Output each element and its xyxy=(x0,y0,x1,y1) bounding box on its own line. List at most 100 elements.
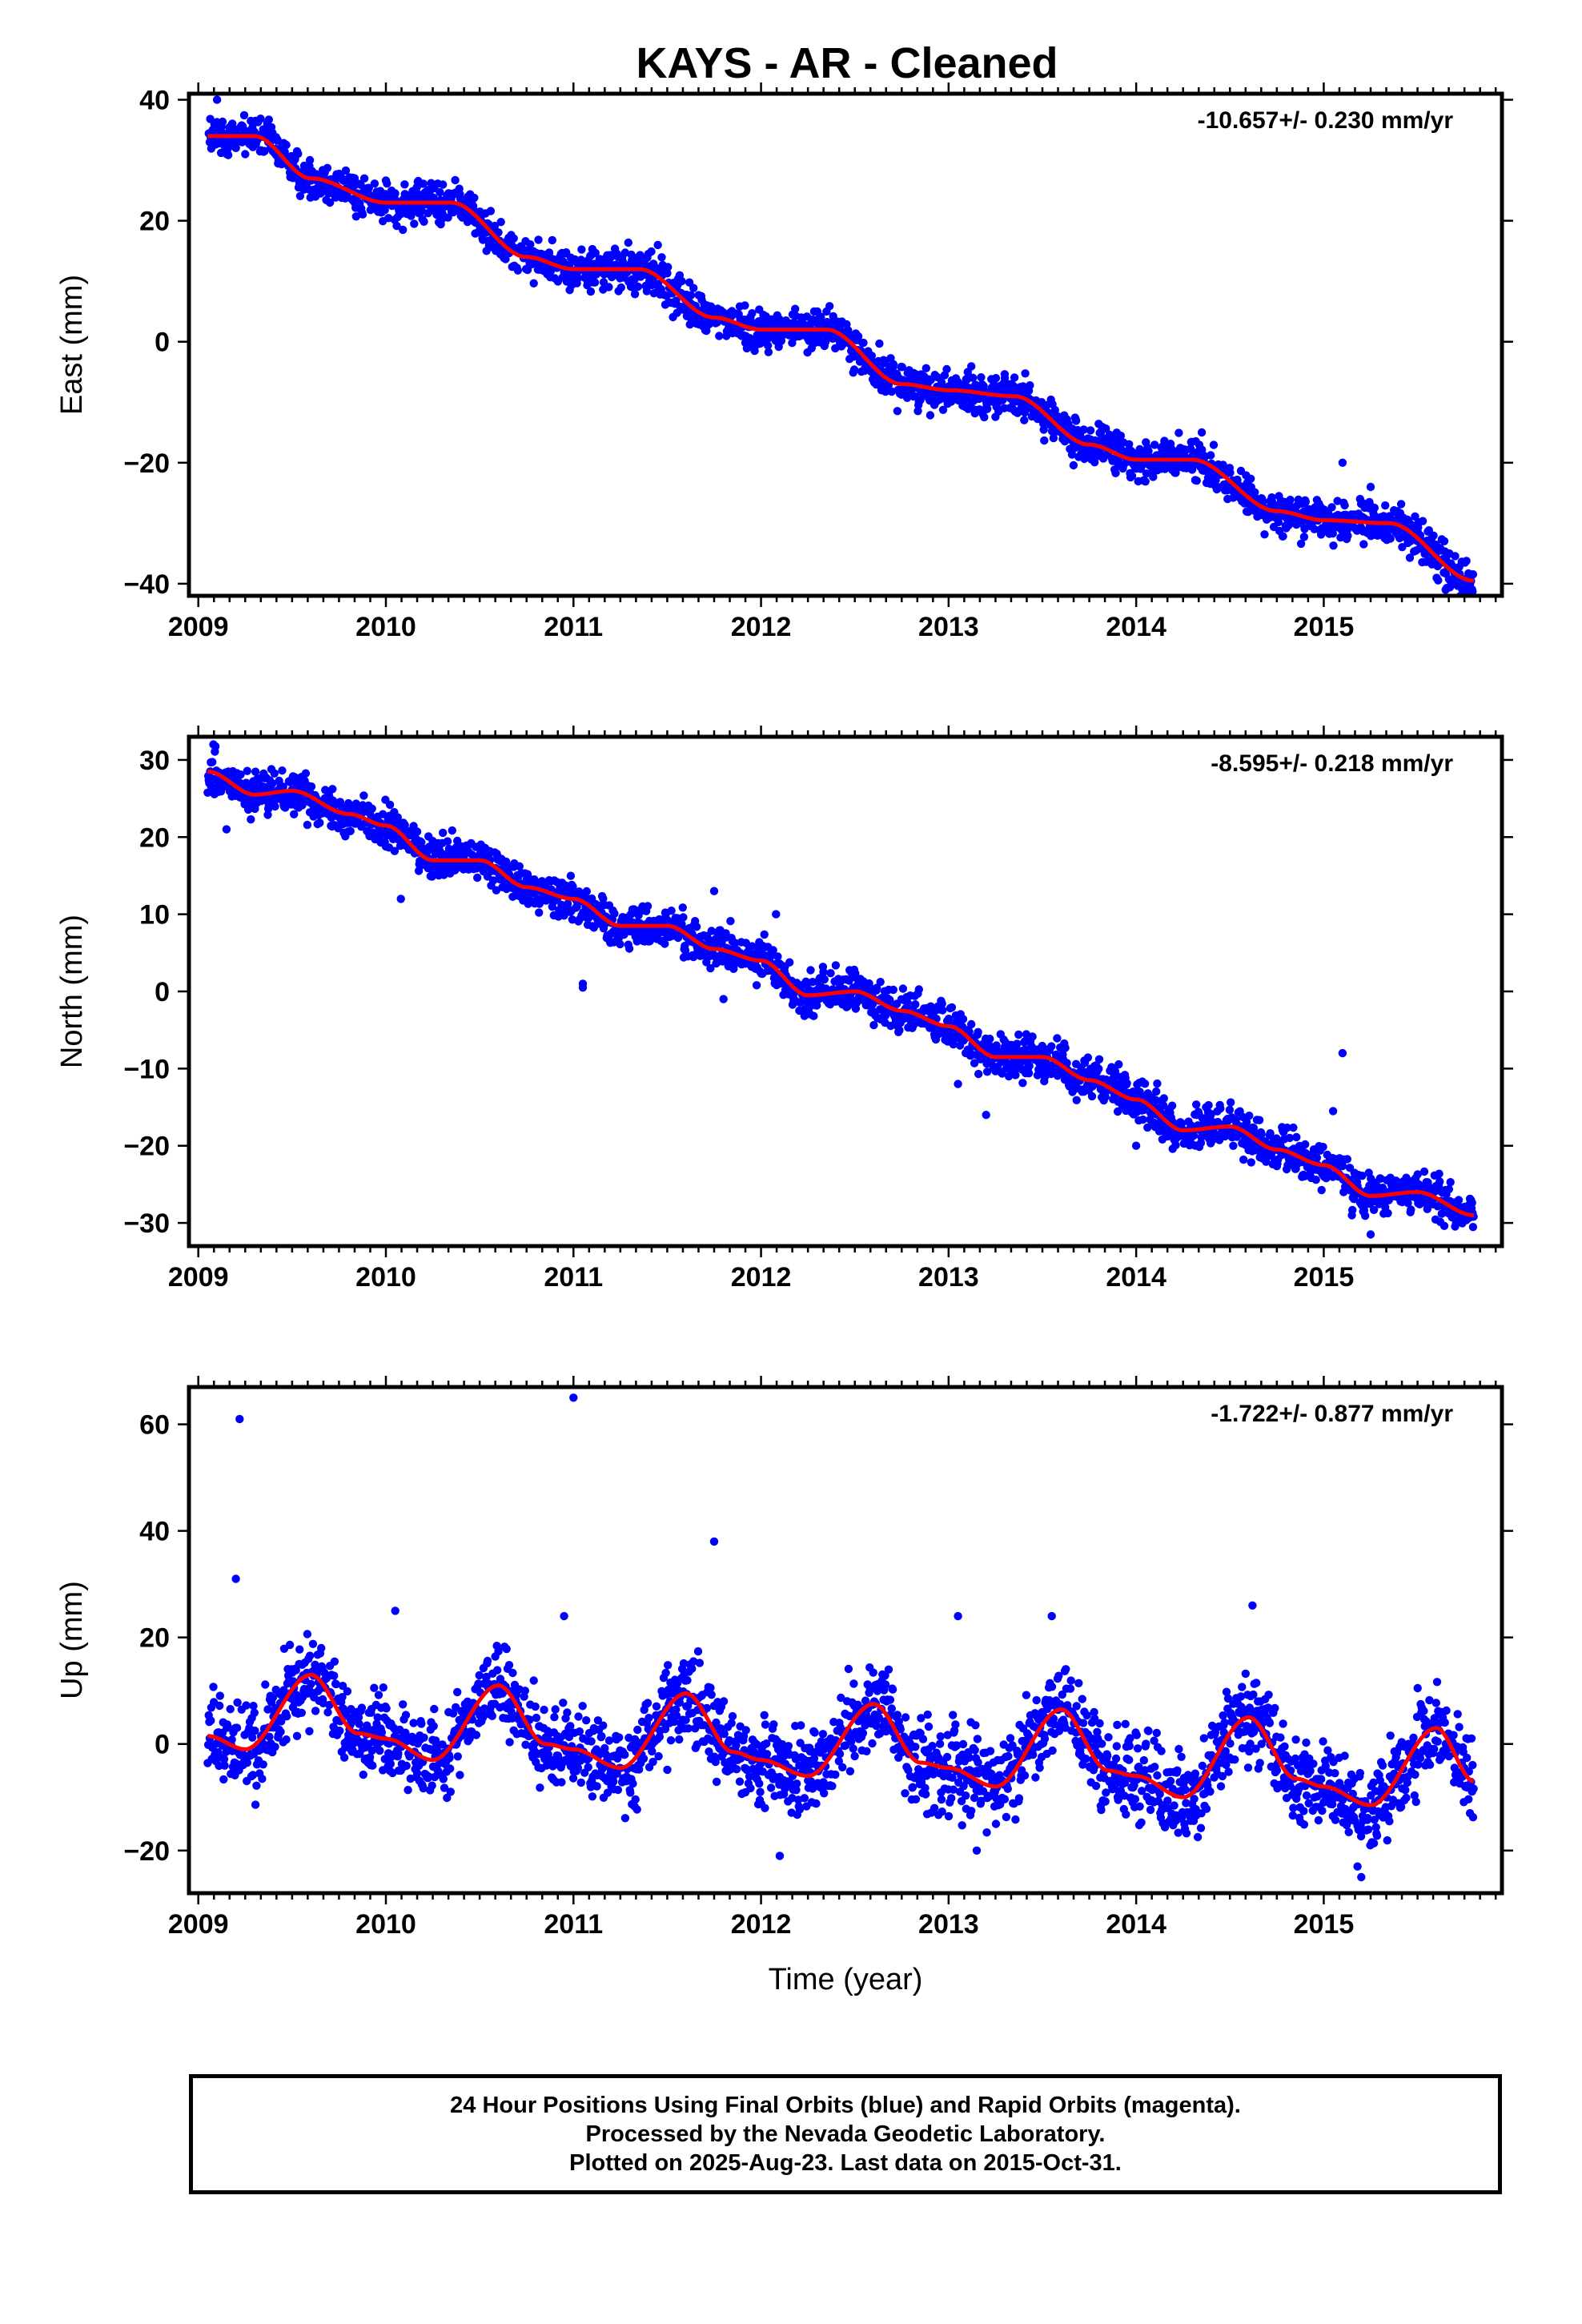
data-point xyxy=(1343,531,1352,541)
data-point xyxy=(582,887,591,896)
data-point xyxy=(1067,450,1077,459)
data-point xyxy=(443,837,452,846)
y-tick-label: −20 xyxy=(123,1132,170,1162)
data-point xyxy=(1014,1030,1023,1039)
data-point xyxy=(1110,1067,1120,1076)
data-point xyxy=(307,782,316,791)
data-point xyxy=(1040,436,1049,445)
data-point xyxy=(496,218,505,227)
data-point xyxy=(370,179,379,188)
data-point xyxy=(231,143,240,152)
data-point xyxy=(323,163,332,172)
data-point xyxy=(921,364,931,372)
data-point xyxy=(748,942,757,951)
data-point xyxy=(1072,1096,1081,1105)
data-point xyxy=(1141,477,1150,486)
up-panel: 2009 2010 2011 2012 2013 2014 2015−200204060Up… xyxy=(55,1376,1513,1996)
data-point xyxy=(741,301,749,310)
data-point xyxy=(831,961,841,970)
data-point xyxy=(752,981,761,990)
data-point xyxy=(270,769,279,778)
outlier-point xyxy=(1338,1048,1347,1058)
data-point xyxy=(1439,537,1449,545)
outlier-point xyxy=(1328,1107,1338,1116)
outlier-point xyxy=(396,895,405,903)
plot-frame xyxy=(187,91,1504,598)
data-point xyxy=(686,291,696,300)
data-point xyxy=(1079,425,1088,434)
data-point xyxy=(290,810,299,818)
data-point xyxy=(315,818,324,827)
data-point xyxy=(1301,497,1311,506)
data-point xyxy=(563,899,572,908)
data-point xyxy=(1010,373,1019,382)
data-point xyxy=(826,969,835,978)
data-point xyxy=(1340,501,1349,510)
data-point xyxy=(1259,497,1267,506)
data-point xyxy=(586,287,596,296)
data-point xyxy=(1189,1131,1199,1140)
data-point xyxy=(1171,1140,1180,1150)
data-point xyxy=(256,115,265,123)
data-point xyxy=(773,952,782,961)
data-point xyxy=(958,1015,968,1023)
y-tick-label: 0 xyxy=(155,328,170,358)
data-point xyxy=(546,267,556,275)
data-point xyxy=(1329,541,1338,550)
x-tick-label: 2011 xyxy=(544,612,603,642)
data-point xyxy=(1227,1098,1235,1107)
y-axis-label: North (mm) xyxy=(55,915,89,1068)
data-point xyxy=(1062,1059,1071,1068)
data-point xyxy=(295,191,305,200)
outlier-point xyxy=(222,825,231,834)
data-point xyxy=(875,339,884,348)
data-point xyxy=(1209,440,1219,449)
data-point xyxy=(1094,1055,1104,1064)
data-point xyxy=(341,166,351,175)
daily-positions xyxy=(204,95,1478,596)
data-point xyxy=(1159,1094,1169,1103)
data-point xyxy=(1413,1170,1422,1179)
data-point xyxy=(1405,553,1415,562)
data-point xyxy=(236,770,245,779)
data-point xyxy=(209,1683,218,1691)
data-point xyxy=(1226,468,1235,477)
outlier-point xyxy=(1441,585,1450,594)
data-point xyxy=(599,894,608,903)
data-point xyxy=(1211,476,1220,485)
data-point xyxy=(726,917,735,926)
data-point xyxy=(806,966,815,975)
outlier-point xyxy=(578,983,588,992)
data-point xyxy=(410,219,419,228)
data-point xyxy=(980,412,989,422)
data-point xyxy=(1090,458,1099,467)
data-point xyxy=(1192,476,1202,485)
data-point xyxy=(849,365,859,374)
data-point xyxy=(420,217,428,226)
data-point xyxy=(748,309,757,318)
data-point xyxy=(898,984,908,993)
data-point xyxy=(764,348,773,356)
outlier-point xyxy=(400,180,409,189)
data-point xyxy=(1317,1185,1326,1195)
data-point xyxy=(501,255,510,263)
data-point xyxy=(876,978,885,987)
data-point xyxy=(400,821,409,830)
data-point xyxy=(991,374,1001,383)
x-tick-label: 2014 xyxy=(1106,612,1166,642)
data-point xyxy=(844,328,853,338)
data-point xyxy=(633,282,643,292)
data-point xyxy=(268,779,277,788)
data-point xyxy=(1020,416,1029,424)
data-point xyxy=(515,862,524,871)
data-point xyxy=(1245,1112,1254,1120)
x-tick-label: 2009 xyxy=(168,612,229,642)
data-point xyxy=(867,352,877,360)
data-point xyxy=(364,183,373,192)
data-point xyxy=(1286,496,1295,505)
outlier-point xyxy=(1338,458,1347,467)
outlier-point xyxy=(719,995,728,1003)
data-point xyxy=(399,225,408,235)
data-point xyxy=(1319,1143,1327,1152)
y-tick-label: 40 xyxy=(139,86,170,116)
